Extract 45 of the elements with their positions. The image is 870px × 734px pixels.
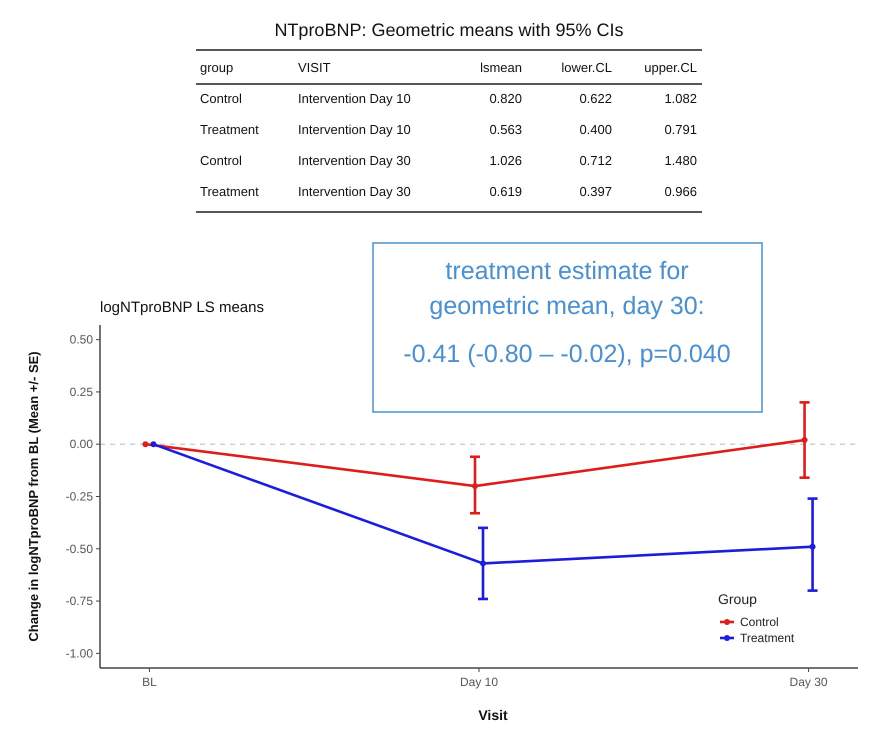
text: lower.CL [561, 60, 612, 75]
text: Control [200, 91, 242, 106]
text: 0.622 [579, 91, 612, 106]
text: treatment estimate for [445, 257, 689, 285]
text: 1.480 [664, 153, 697, 168]
text: 0.619 [489, 184, 522, 199]
text: 1.082 [664, 91, 697, 106]
text: Intervention Day 30 [298, 153, 411, 168]
text: NTproBNP: Geometric means with 95% CIs [274, 20, 624, 40]
x-axis-title: Visit [478, 707, 508, 723]
text: 0.563 [489, 122, 522, 137]
y-tick-label: -0.50 [66, 542, 94, 556]
text: Treatment [200, 184, 260, 199]
y-axis-title: Change in logNTproBNP from BL (Mean +/- SE) [26, 351, 41, 642]
text: group [200, 60, 234, 75]
text: Control [200, 153, 242, 168]
y-tick-label: -0.75 [66, 594, 94, 608]
text: lsmean [480, 60, 522, 75]
text: Intervention Day 10 [298, 91, 411, 106]
text: Treatment [200, 122, 260, 137]
text: 0.712 [579, 153, 612, 168]
y-tick-label: -0.25 [66, 490, 94, 504]
text: 1.026 [489, 153, 522, 168]
text: 0.400 [579, 122, 612, 137]
x-tick-label: Day 30 [790, 675, 828, 689]
legend-label: Control [740, 615, 779, 629]
x-tick-label: BL [142, 675, 158, 689]
text: Intervention Day 10 [298, 122, 411, 137]
text: Intervention Day 30 [298, 184, 411, 199]
legend-label: Treatment [740, 631, 795, 645]
text: 0.820 [489, 91, 522, 106]
chart-title: logNTproBNP LS means [100, 299, 264, 316]
y-tick-label: 0.50 [70, 332, 94, 347]
legend-title: Group [718, 591, 758, 607]
text: VISIT [298, 60, 331, 75]
text: 0.397 [579, 184, 612, 199]
x-tick-label: Day 10 [460, 675, 498, 689]
text: upper.CL [644, 60, 697, 75]
y-tick-label: -1.00 [66, 646, 94, 660]
text: geometric mean, day 30: [429, 292, 705, 320]
y-tick-label: 0.25 [70, 384, 94, 399]
y-tick-label: 0.00 [70, 437, 94, 452]
text: 0.791 [664, 122, 697, 137]
text: 0.966 [664, 184, 697, 199]
annotation: -0.41 (-0.80 – -0.02), p=0.040 [403, 340, 731, 368]
